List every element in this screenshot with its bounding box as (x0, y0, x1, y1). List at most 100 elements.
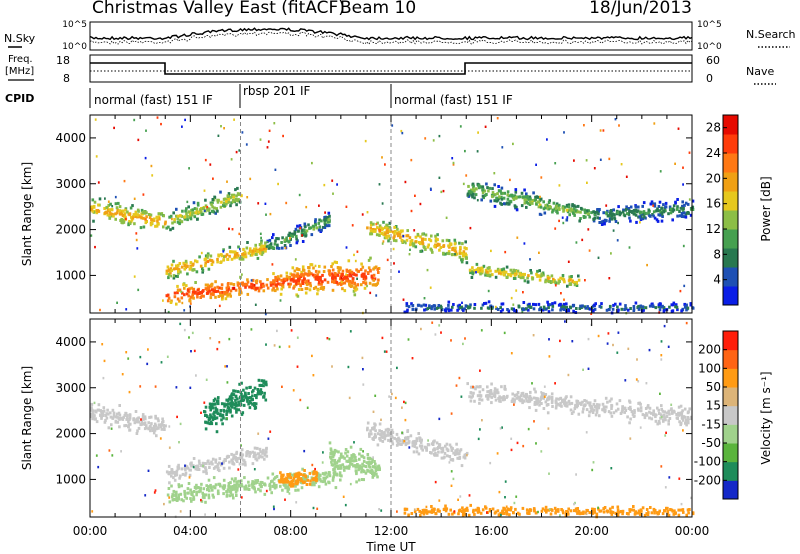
heatmap-cell-7 (584, 403, 587, 407)
heatmap-cell-1 (197, 210, 201, 214)
heatmap-cell-4 (251, 283, 255, 287)
heatmap-cell-8 (667, 513, 671, 517)
ytick-label-1: 2000 (55, 223, 86, 237)
heatmap-cell-8 (658, 213, 662, 217)
heatmap-cell-6 (417, 432, 420, 435)
heatmap-cell-0 (124, 208, 127, 212)
heatmap-cell-0 (149, 429, 152, 433)
heatmap-cell-2 (192, 464, 195, 468)
noise-cell (413, 229, 416, 232)
heatmap-cell-9 (519, 276, 523, 280)
heatmap-cell-5 (360, 470, 363, 474)
heatmap-cell-4 (221, 297, 224, 301)
heatmap-cell-5 (293, 269, 297, 273)
heatmap-cell-8 (556, 509, 560, 513)
heatmap-cell-9 (497, 271, 501, 275)
heatmap-cell-7 (648, 406, 652, 410)
heatmap-cell-4 (246, 280, 250, 284)
heatmap-cell-9 (558, 280, 561, 283)
heatmap-cell-6 (461, 242, 464, 246)
heatmap-cell-5 (350, 462, 354, 466)
heatmap-cell-7 (683, 407, 687, 411)
heatmap-cell-1 (173, 218, 176, 221)
heatmap-cell-8 (660, 219, 664, 223)
heatmap-cell-0 (118, 417, 121, 421)
heatmap-cell-8 (609, 209, 612, 213)
heatmap-cell-6 (378, 233, 381, 237)
heatmap-cell-7 (596, 405, 600, 409)
noise-cell (575, 241, 578, 244)
heatmap-cell-4 (218, 286, 221, 290)
heatmap-cell-2 (178, 262, 182, 265)
noise-cell (655, 413, 658, 417)
heatmap-cell-5 (358, 452, 361, 456)
heatmap-cell-7 (629, 417, 632, 421)
heatmap-cell-8 (577, 509, 581, 513)
colorbar-swatch-4 (723, 405, 738, 425)
heatmap-cell-4 (312, 470, 316, 474)
heatmap-cell-8 (472, 510, 475, 514)
heatmap-cell-4 (290, 479, 293, 483)
heatmap-cell-7 (535, 202, 538, 206)
heatmap-cell-8 (657, 205, 661, 208)
heatmap-cell-2 (204, 470, 208, 474)
noise-cell (585, 431, 588, 434)
heatmap-cell-3 (328, 474, 332, 478)
heatmap-cell-4 (262, 289, 266, 293)
heatmap-cell-7 (506, 190, 510, 194)
heatmap-cell-8 (641, 217, 645, 221)
heatmap-cell-3 (235, 488, 239, 492)
heatmap-cell-7 (639, 409, 643, 413)
heatmap-cell-5 (364, 465, 368, 468)
heatmap-cell-4 (173, 291, 177, 295)
heatmap-cell-5 (328, 441, 332, 445)
heatmap-cell-4 (298, 275, 301, 279)
noise-cell (680, 502, 683, 506)
heatmap-cell-2 (204, 261, 207, 265)
heatmap-cell-1 (226, 406, 230, 409)
heatmap-cell-1 (237, 408, 240, 412)
heatmap-cell-6 (431, 443, 435, 446)
heatmap-cell-5 (339, 277, 342, 281)
heatmap-cell-7 (590, 211, 593, 215)
heatmap-cell-1 (226, 194, 230, 198)
noise-cell (575, 473, 577, 476)
heatmap-cell-4 (206, 285, 210, 289)
heatmap-cell-0 (97, 209, 101, 213)
heatmap-cell-5 (362, 274, 365, 278)
heatmap-cell-3 (237, 483, 240, 487)
heatmap-cell-1 (227, 397, 231, 401)
heatmap-cell-1 (171, 226, 175, 230)
heatmap-cell-8 (616, 505, 620, 509)
heatmap-cell-0 (154, 416, 157, 420)
heatmap-cell-8 (593, 509, 596, 513)
heatmap-cell-8 (602, 219, 605, 223)
noise-cell (153, 491, 156, 494)
heatmap-cell-4 (238, 282, 241, 286)
heatmap-cell-3 (317, 475, 321, 479)
heatmap-cell-0 (137, 213, 140, 217)
heatmap-cell-8 (509, 508, 513, 512)
heatmap-cell-6 (394, 239, 398, 243)
heatmap-cell-1 (180, 220, 184, 224)
heatmap-cell-4 (250, 286, 254, 290)
heatmap-cell-5 (361, 462, 364, 466)
heatmap-cell-7 (545, 206, 549, 210)
heatmap-cell-5 (329, 447, 333, 451)
heatmap-cell-7 (502, 196, 506, 200)
heatmap-cell-0 (143, 422, 146, 426)
heatmap-cell-1 (209, 408, 212, 412)
noise-cell (388, 395, 390, 398)
heatmap-cell-8 (636, 511, 640, 515)
heatmap-cell-4 (297, 471, 300, 475)
heatmap-cell-2 (237, 456, 241, 460)
heatmap-cell-3 (234, 490, 238, 494)
heatmap-cell-7 (665, 415, 669, 418)
heatmap-cell-6 (418, 436, 421, 440)
heatmap-cell-3 (314, 481, 317, 484)
heatmap-cell-8 (611, 510, 615, 514)
heatmap-cell-5 (358, 457, 361, 461)
noise-cell (269, 430, 272, 433)
heatmap-cell-5 (301, 265, 305, 269)
noise-cell (410, 209, 413, 213)
